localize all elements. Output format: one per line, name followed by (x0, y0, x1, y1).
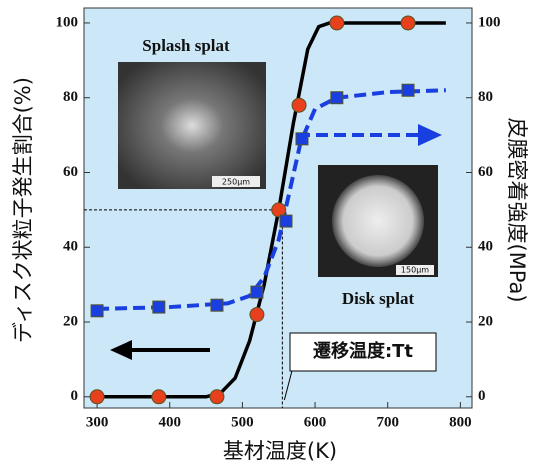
y-tick-label: 60 (63, 164, 78, 180)
point (251, 286, 263, 298)
y-tick-label: 0 (71, 388, 79, 404)
point (91, 305, 103, 317)
point (402, 84, 414, 96)
x-tick-label: 500 (231, 414, 254, 430)
x-tick-label: 300 (86, 414, 109, 430)
x-tick-label: 400 (158, 414, 181, 430)
scale-label: 150μm (401, 266, 429, 275)
y2-tick-label: 0 (478, 388, 486, 404)
annotation: Disk splat (342, 289, 415, 308)
y2-tick-label: 60 (478, 164, 493, 180)
x-tick-label: 700 (376, 414, 399, 430)
point (331, 92, 343, 104)
scale-label: 250μm (222, 178, 250, 187)
x-tick-label: 600 (304, 414, 327, 430)
point (210, 390, 224, 404)
x-tick-label: 800 (449, 414, 472, 430)
y2-axis-label: 皮膜密着強度(MPa) (505, 117, 529, 302)
transition-label: 遷移温度:Tt (313, 340, 413, 362)
y-tick-label: 80 (63, 89, 78, 105)
point (152, 390, 166, 404)
y-tick-label: 40 (63, 239, 78, 255)
annotation: Splash splat (142, 36, 230, 55)
point (330, 16, 344, 30)
point (401, 16, 415, 30)
splash-photo (118, 62, 266, 189)
y2-tick-label: 40 (478, 239, 493, 255)
x-axis-label: 基材温度(K) (223, 439, 337, 463)
y-tick-label: 20 (63, 313, 78, 329)
point (250, 308, 264, 322)
point (280, 215, 292, 227)
point (90, 390, 104, 404)
disk-photo (332, 175, 424, 267)
y2-tick-label: 20 (478, 313, 493, 329)
point (211, 299, 223, 311)
y-axis-label: ディスク状粒子発生割合(%) (11, 77, 35, 343)
y2-tick-label: 100 (478, 14, 501, 30)
y2-tick-label: 80 (478, 89, 493, 105)
point (153, 301, 165, 313)
point (292, 98, 306, 112)
y-tick-label: 100 (56, 14, 79, 30)
chart: 250μm 150μm Splash splat Disk splat 遷移温度… (0, 0, 536, 467)
